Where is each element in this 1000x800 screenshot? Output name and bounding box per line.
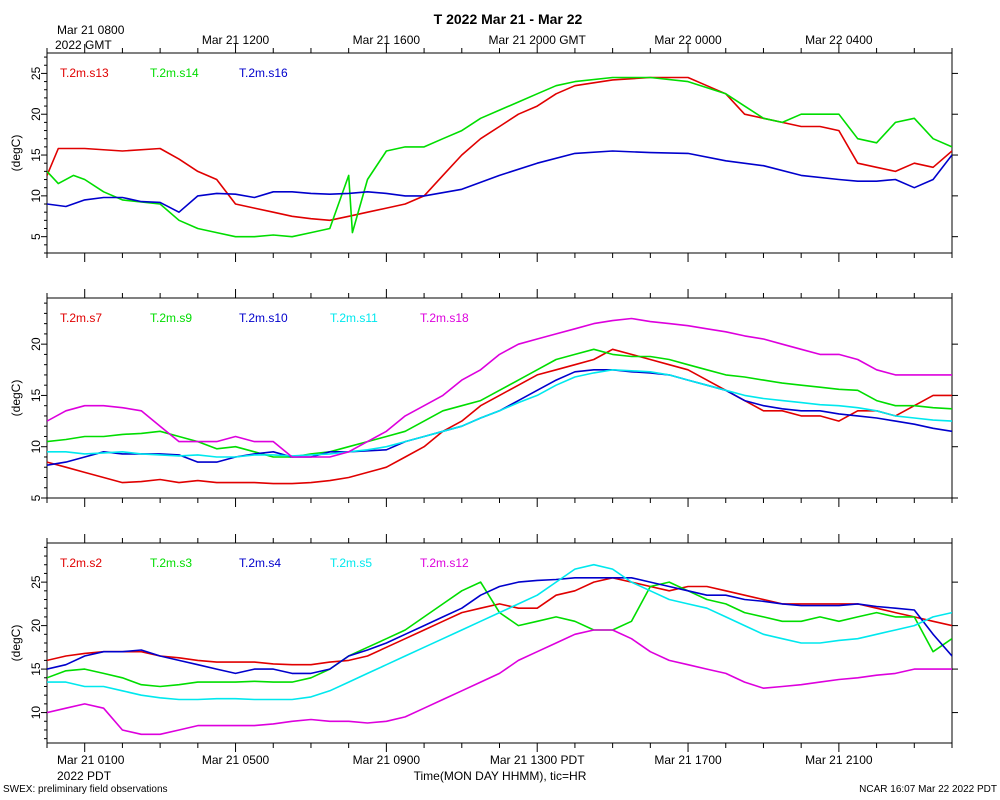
legend-entry-T-2m-s18: T.2m.s18	[420, 311, 469, 325]
x-axis-label: Time(MON DAY HHMM), tic=HR	[414, 769, 587, 783]
top-axis-labels: Mar 21 1200 Mar 21 1600 Mar 21 2000 GMT Mar…	[202, 33, 873, 47]
y-tick-label: 25	[29, 575, 43, 589]
y-tick-label: 15	[29, 148, 43, 162]
y-tick-label: 10	[29, 440, 43, 454]
y-tick-label: 25	[29, 66, 43, 80]
panel-frame	[46, 297, 953, 499]
series-group	[47, 76, 952, 238]
legend-entry-T-2m-s12: T.2m.s12	[420, 556, 469, 570]
legend-entry-T-2m-s10: T.2m.s10	[239, 311, 288, 325]
bottom-axis-label: Mar 21 0900	[353, 753, 421, 767]
top-axis-label: Mar 21 1200	[202, 33, 270, 47]
y-tick-label: 15	[29, 388, 43, 402]
legend-entry-T-2m-s3: T.2m.s3	[150, 556, 192, 570]
bottom-axis-label: Mar 21 0500	[202, 753, 270, 767]
panel-2: 5 10 15 20 (degC) T.2m.s7 T.2m.s9 T.2m.s10 T.2m.…	[9, 289, 958, 507]
series-line-T-2m-s18	[47, 317, 952, 458]
y-tick-label: 20	[29, 619, 43, 633]
series-line-T-2m-s4	[47, 576, 952, 675]
series-line-T-2m-s12	[47, 629, 952, 736]
series-line-T-2m-s16	[47, 150, 952, 213]
legend-entry-T-2m-s13: T.2m.s13	[60, 66, 109, 80]
series-line-T-2m-s7	[47, 348, 952, 485]
y-tick-label: 20	[29, 107, 43, 121]
y-axis-label: (degC)	[9, 135, 23, 172]
top-axis-label: Mar 21 2000 GMT	[489, 33, 587, 47]
top-axis-first-label-line2: 2022 GMT	[55, 38, 112, 52]
series-group	[47, 563, 952, 736]
series-group	[47, 317, 952, 485]
top-axis-first-label-line1: Mar 21 0800	[57, 23, 125, 37]
legend-entry-T-2m-s4: T.2m.s4	[239, 556, 281, 570]
y-axis-label: (degC)	[9, 625, 23, 662]
y-tick-label: 15	[29, 662, 43, 676]
series-line-T-2m-s5	[47, 563, 952, 701]
y-tick-label: 5	[29, 494, 43, 501]
series-line-T-2m-s2	[47, 576, 952, 666]
legend-entry-T-2m-s2: T.2m.s2	[60, 556, 102, 570]
bottom-axis-label: Mar 21 1300 PDT	[490, 753, 585, 767]
series-line-T-2m-s3	[47, 581, 952, 688]
bottom-axis-labels: Mar 21 0500 Mar 21 0900 Mar 21 1300 PDT Mar…	[202, 753, 873, 767]
y-axis-label: (degC)	[9, 380, 23, 417]
footer-right: NCAR 16:07 Mar 22 2022 PDT	[859, 784, 997, 795]
footer-left: SWEX: preliminary field observations	[3, 784, 168, 795]
legend-entry-T-2m-s5: T.2m.s5	[330, 556, 372, 570]
top-axis-label: Mar 22 0400	[805, 33, 873, 47]
bottom-axis-first-label-line1: Mar 21 0100	[57, 753, 125, 767]
y-tick-label: 10	[29, 189, 43, 203]
bottom-axis-first-label-line2: 2022 PDT	[57, 769, 112, 783]
panel-1: 5 10 15 20 25 (degC) T.2m.s13 T.2m.s14 T.2m.s16	[9, 44, 958, 262]
series-line-T-2m-s14	[47, 76, 952, 238]
legend-entry-T-2m-s9: T.2m.s9	[150, 311, 192, 325]
series-line-T-2m-s13	[47, 76, 952, 222]
bottom-axis-label: Mar 21 2100	[805, 753, 873, 767]
legend-entry-T-2m-s16: T.2m.s16	[239, 66, 288, 80]
y-tick-label: 5	[29, 233, 43, 240]
legend-entry-T-2m-s11: T.2m.s11	[330, 311, 378, 325]
panel-frame	[46, 52, 953, 254]
series-line-T-2m-s10	[47, 368, 952, 466]
panel-3: 10 15 20 25 (degC) T.2m.s2 T.2m.s3 T.2m.s4 T.2m.…	[9, 534, 958, 752]
y-tick-label: 10	[29, 706, 43, 720]
top-axis-label: Mar 22 0000	[654, 33, 722, 47]
y-tick-label: 20	[29, 337, 43, 351]
series-line-T-2m-s11	[47, 368, 952, 458]
legend-entry-T-2m-s7: T.2m.s7	[60, 311, 102, 325]
legend-entry-T-2m-s14: T.2m.s14	[150, 66, 199, 80]
bottom-axis-label: Mar 21 1700	[654, 753, 722, 767]
chart-title: T 2022 Mar 21 - Mar 22	[434, 11, 583, 27]
top-axis-label: Mar 21 1600	[353, 33, 421, 47]
